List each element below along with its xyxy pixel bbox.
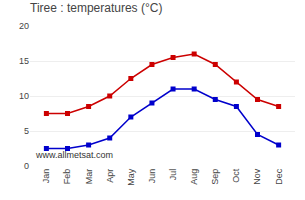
svg-text:Dec: Dec [274, 168, 284, 185]
svg-text:Apr: Apr [105, 169, 115, 183]
svg-text:20: 20 [19, 21, 29, 31]
svg-text:Aug: Aug [189, 169, 199, 185]
svg-text:10: 10 [19, 91, 29, 101]
svg-text:Oct: Oct [231, 168, 241, 183]
svg-text:May: May [126, 168, 136, 186]
svg-text:Jan: Jan [41, 169, 51, 184]
svg-text:15: 15 [19, 56, 29, 66]
svg-text:Feb: Feb [62, 169, 72, 185]
svg-text:Jul: Jul [168, 169, 178, 181]
svg-text:Jun: Jun [147, 169, 157, 184]
svg-text:Sep: Sep [210, 169, 220, 185]
svg-text:Nov: Nov [252, 168, 262, 185]
svg-text:5: 5 [24, 126, 29, 136]
svg-text:Tiree : temperatures (°C): Tiree : temperatures (°C) [30, 1, 162, 15]
svg-text:Mar: Mar [84, 169, 94, 185]
svg-text:0: 0 [24, 161, 29, 171]
svg-text:www.allmetsat.com: www.allmetsat.com [35, 150, 113, 160]
